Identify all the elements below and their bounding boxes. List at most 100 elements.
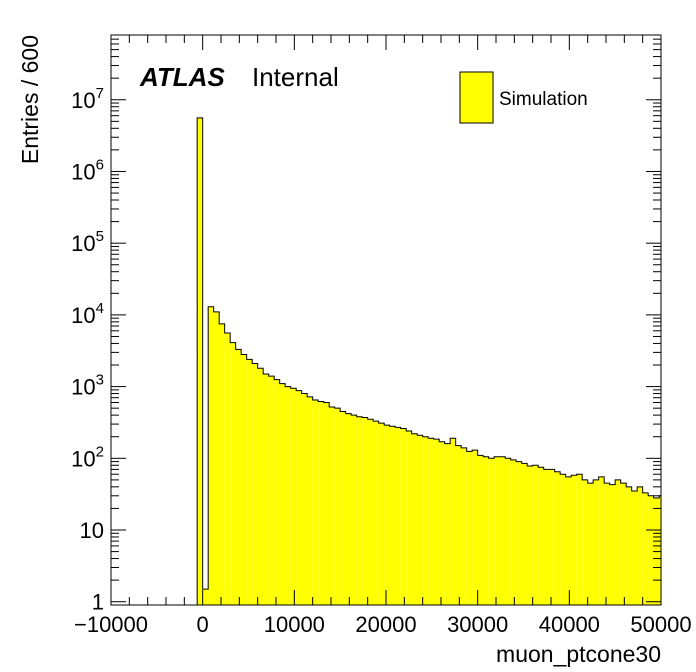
- histogram-bar: [554, 471, 561, 605]
- histogram-bar: [279, 383, 286, 605]
- histogram-bar: [604, 483, 610, 605]
- histogram-bar: [208, 306, 214, 605]
- histogram-bar: [351, 415, 357, 605]
- histogram-bar: [219, 323, 225, 605]
- y-tick-label: 104: [71, 300, 104, 328]
- histogram-bar: [257, 368, 264, 605]
- histogram-bar: [378, 423, 385, 605]
- histogram-bar: [345, 413, 352, 605]
- histogram-bar: [356, 416, 363, 605]
- legend-swatch: [459, 71, 494, 124]
- y-tick-label: 10: [80, 518, 104, 543]
- histogram-bar: [268, 376, 275, 605]
- histogram-bar: [642, 492, 649, 605]
- histogram-bar: [274, 379, 280, 605]
- histogram-bar: [439, 441, 445, 605]
- histogram-bar: [323, 402, 330, 605]
- histogram-bar: [224, 332, 231, 605]
- y-tick-label: 1: [92, 590, 104, 615]
- histogram-bar: [527, 466, 533, 605]
- histogram-bar: [318, 401, 324, 605]
- histogram-bar: [499, 456, 506, 605]
- histogram-bar: [329, 406, 335, 605]
- histogram-bar: [246, 359, 253, 605]
- histogram-bar: [615, 479, 621, 605]
- histogram-bar: [510, 459, 517, 605]
- histogram-bar: [450, 438, 456, 605]
- histogram-bar: [461, 447, 467, 605]
- histogram-bar: [334, 408, 341, 605]
- histogram-bar: [373, 421, 379, 605]
- histogram-bar: [516, 461, 522, 605]
- histogram-bar: [483, 456, 489, 605]
- histogram-bar: [367, 419, 374, 605]
- histogram-bar: [389, 426, 396, 605]
- histogram-bar: [631, 491, 638, 605]
- histogram-bar: [659, 495, 661, 605]
- histogram-bar: [626, 486, 632, 605]
- histogram-bar: [433, 439, 440, 605]
- histogram-bar: [538, 467, 544, 605]
- histogram-bar: [252, 363, 258, 605]
- histogram-bar: [560, 474, 566, 605]
- legend-label: Simulation: [499, 89, 588, 110]
- histogram-bar: [565, 476, 572, 605]
- atlas-label: ATLAS: [139, 62, 225, 92]
- histogram-bar: [472, 450, 478, 605]
- histogram-bar: [197, 117, 203, 605]
- histogram-bar: [543, 469, 550, 605]
- y-tick-label: 102: [71, 443, 104, 471]
- histogram-bar: [466, 451, 473, 605]
- y-axis-title: Entries / 600: [17, 35, 43, 164]
- x-tick-label: 40000: [539, 612, 600, 637]
- histogram-bar: [609, 484, 616, 605]
- histogram-bar: [417, 435, 423, 605]
- y-tick-label: 105: [71, 228, 104, 256]
- x-tick-label: 0: [197, 612, 209, 637]
- x-tick-label: −10000: [74, 612, 148, 637]
- histogram-bar: [296, 390, 302, 605]
- x-tick-label: 50000: [630, 612, 691, 637]
- histogram-bar: [400, 428, 407, 605]
- histogram-bar: [395, 427, 401, 605]
- y-tick-label: 103: [71, 372, 104, 400]
- histogram-bar: [235, 349, 242, 605]
- histogram-bar: [571, 475, 577, 605]
- histogram-bars: [197, 117, 661, 605]
- histogram-bar: [301, 393, 308, 605]
- histogram-bar: [444, 443, 451, 605]
- histogram-bar: [422, 436, 429, 605]
- histogram-bar: [312, 400, 319, 605]
- histogram-bar: [307, 396, 313, 605]
- axes: 1 10 102 103 104 105 106 107 −10000 0 10000 20000 30…: [71, 34, 692, 637]
- histogram-bar: [505, 458, 511, 605]
- histogram-bar: [494, 456, 500, 605]
- y-tick-label: 107: [71, 85, 104, 113]
- histogram-bar: [340, 411, 346, 605]
- internal-label: Internal: [252, 62, 339, 92]
- histogram-bar: [455, 445, 462, 605]
- histogram-bar: [620, 483, 627, 605]
- histogram-bar: [230, 342, 236, 605]
- x-tick-label: 30000: [447, 612, 508, 637]
- histogram-outline: [196, 117, 662, 605]
- x-tick-label: 10000: [264, 612, 325, 637]
- histogram-bar: [576, 474, 583, 605]
- histogram-bar: [582, 479, 588, 605]
- y-tick-label: 106: [71, 156, 104, 184]
- histogram-bar: [648, 495, 654, 605]
- histogram-bar: [411, 433, 418, 605]
- histogram-bar: [587, 483, 594, 605]
- histogram-bar: [384, 425, 390, 605]
- histogram-bar: [549, 469, 555, 605]
- histogram-bar: [263, 373, 269, 605]
- histogram-bar: [213, 311, 220, 605]
- x-axis-title: muon_ptcone30: [496, 641, 661, 667]
- histogram-bar: [428, 438, 434, 605]
- histogram-bar: [637, 486, 643, 605]
- histogram-bar: [241, 354, 247, 605]
- histogram-bar: [598, 476, 605, 605]
- histogram-bar: [202, 589, 209, 605]
- histogram-bar: [362, 417, 368, 605]
